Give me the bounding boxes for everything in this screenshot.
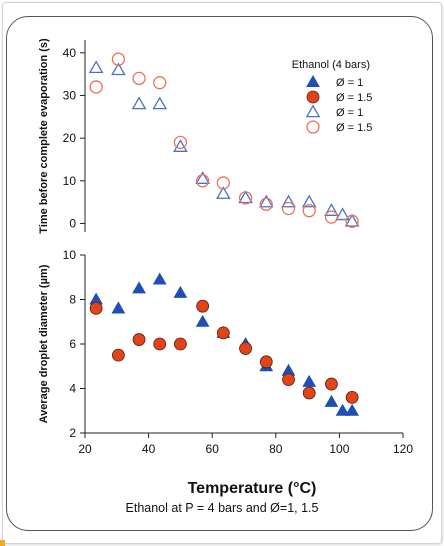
corner-mark [0,540,5,546]
figure-card [6,16,433,531]
series-1 [89,52,359,228]
data-point [152,272,167,285]
legend: Ethanol (4 bars) Ø = 1 Ø = 1.5 Ø = 1 Ø = 1.5 [292,59,373,134]
y-tick-label: 40 [63,46,77,60]
y-tick-label: 10 [63,248,77,262]
data-point [216,176,230,190]
data-point [324,203,339,216]
x-axis-label: Temperature (°C) [188,480,317,497]
legend-label: Ø = 1 [336,77,363,89]
data-point [238,191,253,205]
evaporation-time-panel: 0 10 20 30 40 Time before complete evaporatio… [38,38,360,234]
data-point [131,96,147,110]
data-point [173,285,188,298]
x-tick-label: 60 [206,442,220,456]
data-point [111,301,126,314]
data-point [111,52,126,66]
data-point [282,373,295,387]
data-point [258,194,274,208]
data-point [195,314,210,327]
x-tick-label: 20 [78,442,92,456]
series-1 [89,299,359,404]
legend-label: Ø = 1.5 [336,92,372,104]
y-tick-label: 2 [69,426,76,440]
data-point [302,374,317,387]
y-tick-label: 8 [69,293,76,307]
droplet-diameter-panel: 2 4 6 8 10 20 40 60 80 100 120 Average droplet diam… [38,248,413,456]
legend-label: Ø = 1.5 [336,122,372,134]
data-point [152,96,168,110]
y-tick-label: 6 [69,337,76,351]
legend-marker [306,120,320,134]
data-point [302,386,316,400]
y-axis-label: Average droplet diameter (µm) [38,264,50,423]
legend-label: Ø = 1 [336,107,363,119]
data-point [153,337,167,351]
data-point [345,390,359,404]
data-point [195,171,210,184]
data-point [196,174,210,188]
data-point [89,301,103,315]
data-point [111,348,125,362]
legend-marker [306,74,320,88]
data-point [301,194,317,208]
data-point [173,135,188,150]
data-point [111,62,126,76]
data-point [335,207,350,221]
data-point [345,214,359,228]
data-point [88,60,104,74]
legend-title: Ethanol (4 bars) [292,59,370,71]
data-point [173,139,188,152]
y-tick-label: 0 [69,216,76,230]
data-point [89,80,103,94]
data-point [259,197,273,211]
data-point [259,355,273,369]
data-point [196,299,210,313]
data-point [239,342,252,355]
data-point [173,337,187,351]
data-point [153,76,167,90]
data-point [281,201,296,216]
y-axis-label: Time before complete evaporation (s) [38,38,50,234]
data-point [132,281,146,294]
x-tick-label: 40 [142,442,156,456]
data-point [325,377,338,391]
legend-marker [305,104,321,118]
data-point [132,333,146,346]
data-point [132,71,146,86]
y-tick-label: 4 [69,382,76,396]
data-point [345,403,360,416]
data-point [335,403,350,416]
y-tick-label: 20 [63,131,77,145]
data-point [216,186,231,199]
data-point [238,190,253,204]
data-point [302,204,316,218]
data-point [324,210,339,224]
x-tick-label: 80 [269,442,283,456]
data-point [344,213,360,227]
legend-marker [306,90,320,104]
series-0 [88,60,360,227]
data-point [281,194,296,208]
figure-caption: Ethanol at P = 4 bars and Ø=1, 1.5 [125,501,319,515]
data-point [216,326,230,340]
y-tick-label: 10 [63,174,77,188]
series-0 [89,272,360,416]
data-point [324,394,339,407]
y-tick-label: 30 [63,88,77,102]
x-tick-label: 100 [329,442,349,456]
x-tick-label: 120 [393,442,413,456]
